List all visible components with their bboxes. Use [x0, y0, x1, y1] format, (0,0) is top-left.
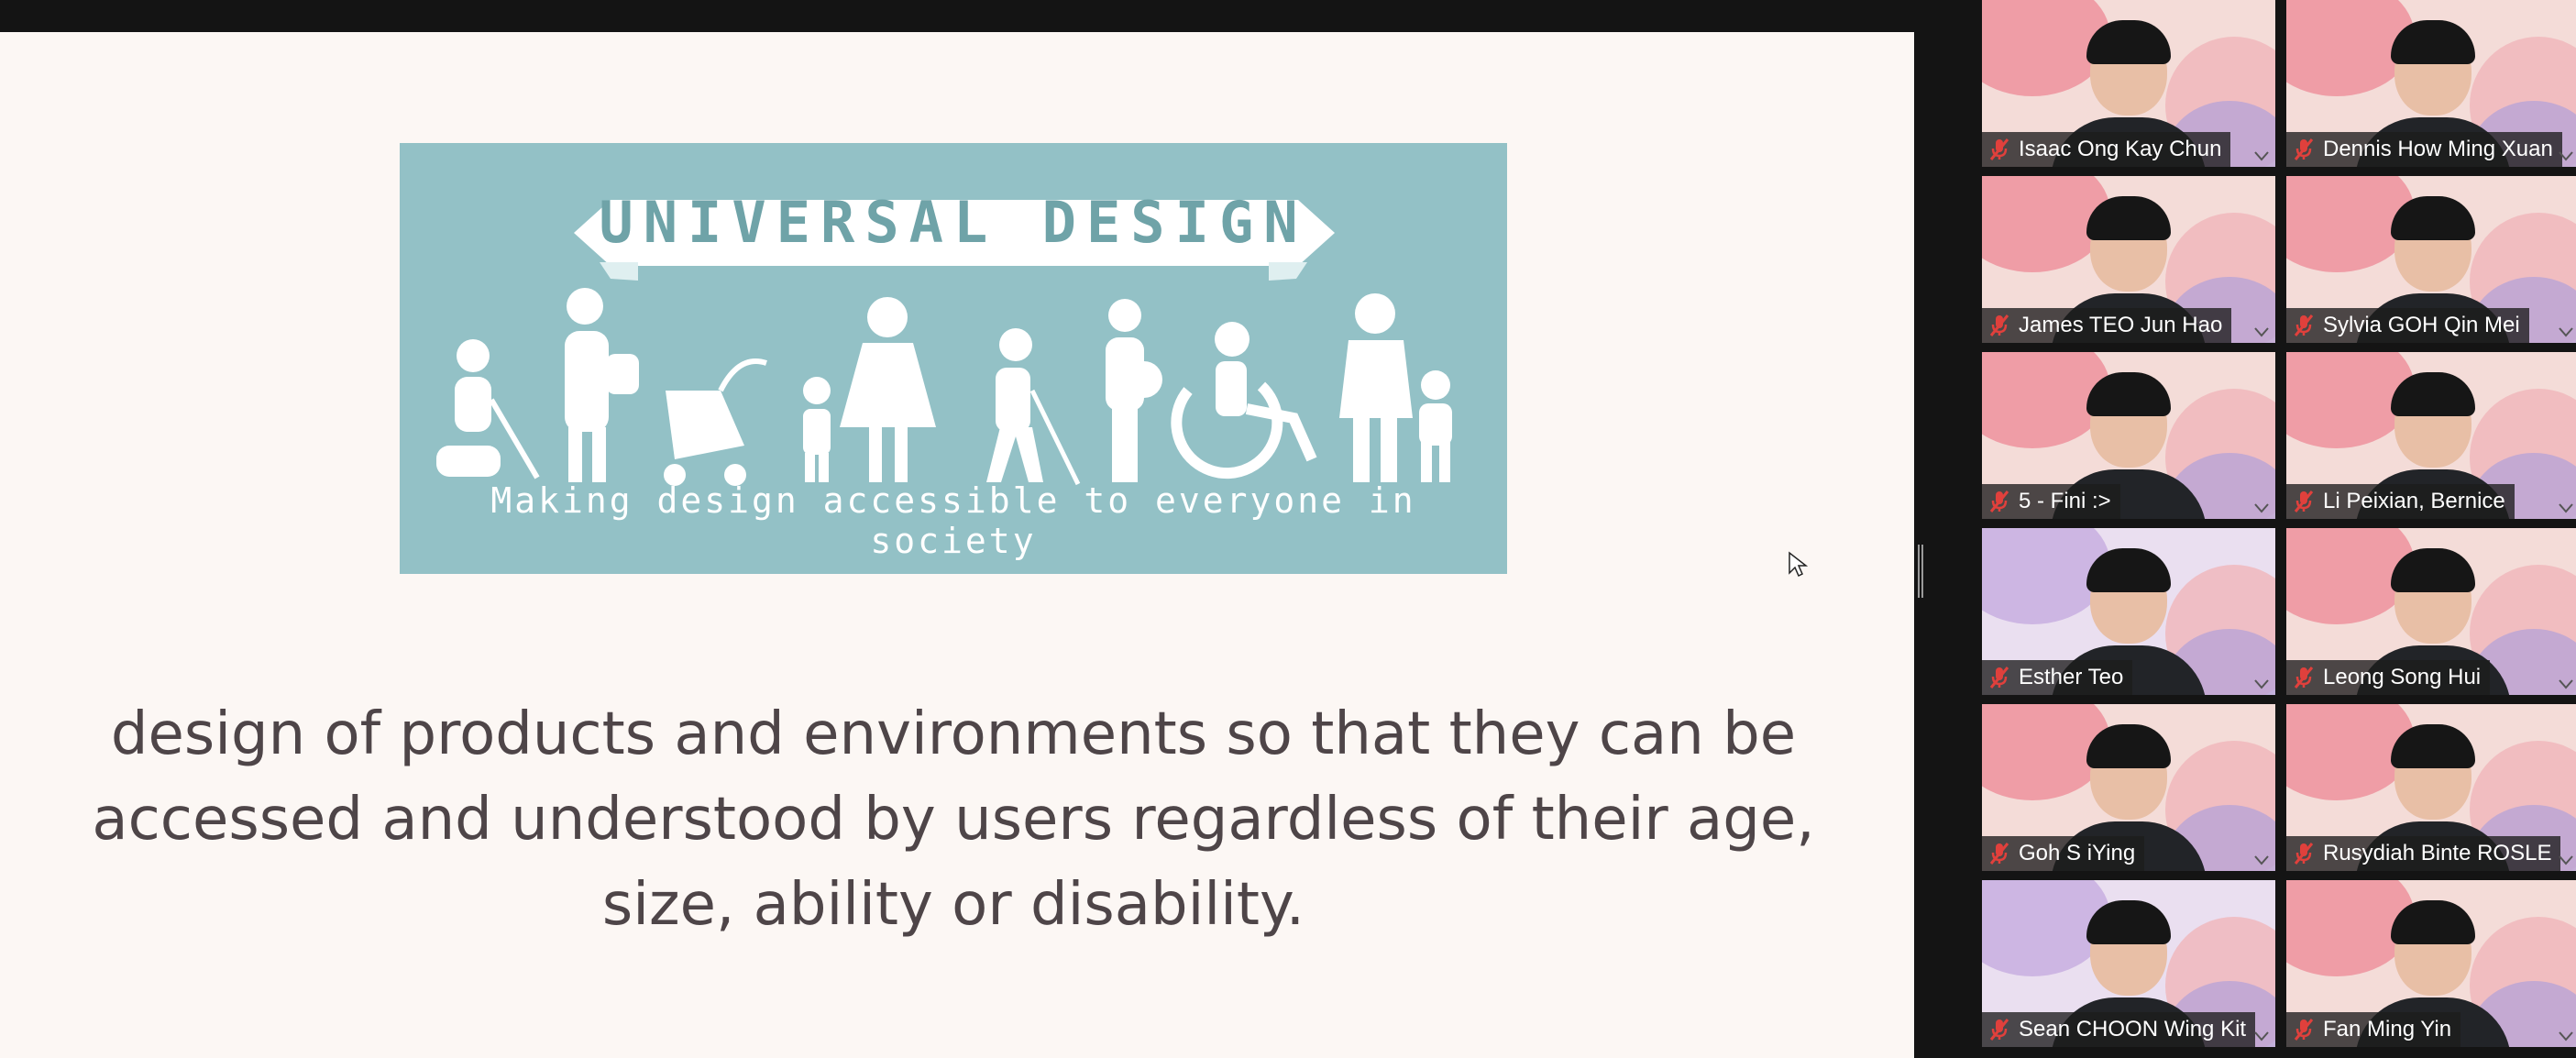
- participant-name-bar: Dennis How Ming Xuan: [2286, 132, 2562, 167]
- participant-name-bar: Sylvia GOH Qin Mei: [2286, 308, 2529, 343]
- reaction-menu-icon[interactable]: [2558, 150, 2574, 161]
- mic-muted-icon: [1989, 842, 2009, 865]
- participant-tile[interactable]: James TEO Jun Hao: [1982, 176, 2275, 343]
- participant-name: Fan Ming Yin: [2323, 1017, 2452, 1041]
- participant-name: Li Peixian, Bernice: [2323, 489, 2505, 513]
- banner-caption: Making design accessible to everyone in …: [490, 480, 1416, 561]
- participant-tile[interactable]: Sylvia GOH Qin Mei: [2286, 176, 2576, 343]
- reaction-menu-icon[interactable]: [2558, 326, 2574, 337]
- participant-video-hair: [2391, 548, 2475, 592]
- participant-tile[interactable]: Fan Ming Yin: [2286, 880, 2576, 1047]
- participant-video-hair: [2086, 20, 2171, 64]
- reaction-menu-icon[interactable]: [2558, 854, 2574, 865]
- participant-name-bar: Goh S iYing: [1982, 836, 2145, 871]
- participant-video-hair: [2086, 900, 2171, 944]
- participant-name: Sean CHOON Wing Kit: [2019, 1017, 2247, 1041]
- mic-muted-icon: [2294, 314, 2314, 337]
- participant-name: Leong Song Hui: [2323, 665, 2482, 689]
- participant-tile[interactable]: Rusydiah Binte ROSLE: [2286, 704, 2576, 871]
- participant-video-hair: [2391, 900, 2475, 944]
- participant-video-hair: [2086, 372, 2171, 416]
- reaction-menu-icon[interactable]: [2558, 502, 2574, 513]
- mic-muted-icon: [2294, 666, 2314, 689]
- participant-video-hair: [2391, 196, 2475, 240]
- participant-name: Isaac Ong Kay Chun: [2019, 137, 2222, 161]
- participant-tile[interactable]: Sean CHOON Wing Kit: [1982, 880, 2275, 1047]
- universal-design-illustration: [436, 200, 1452, 486]
- participant-name: Sylvia GOH Qin Mei: [2323, 313, 2520, 337]
- participant-video-hair: [2391, 724, 2475, 768]
- shared-screen: UNIVERSAL DESIGN Making design accessibl…: [0, 32, 1914, 1058]
- participant-name: James TEO Jun Hao: [2019, 313, 2223, 337]
- participant-tile[interactable]: Dennis How Ming Xuan: [2286, 0, 2576, 167]
- universal-design-banner: UNIVERSAL DESIGN Making design accessibl…: [400, 143, 1507, 574]
- mic-muted-icon: [1989, 490, 2009, 513]
- participant-name: Dennis How Ming Xuan: [2323, 137, 2553, 161]
- splitter-handle-icon[interactable]: [1918, 545, 1923, 598]
- reaction-menu-icon[interactable]: [2253, 854, 2270, 865]
- reaction-menu-icon[interactable]: [2253, 502, 2270, 513]
- reaction-menu-icon[interactable]: [2253, 678, 2270, 689]
- participant-tile[interactable]: Isaac Ong Kay Chun: [1982, 0, 2275, 167]
- participant-name: Goh S iYing: [2019, 841, 2136, 865]
- banner-title: UNIVERSAL DESIGN: [599, 189, 1308, 256]
- reaction-menu-icon[interactable]: [2253, 326, 2270, 337]
- participant-name-bar: Isaac Ong Kay Chun: [1982, 132, 2231, 167]
- reaction-menu-icon[interactable]: [2558, 678, 2574, 689]
- participant-name: Rusydiah Binte ROSLE: [2323, 841, 2552, 865]
- panel-splitter[interactable]: [1914, 0, 1980, 1058]
- participant-tile[interactable]: Li Peixian, Bernice: [2286, 352, 2576, 519]
- participant-name-bar: Leong Song Hui: [2286, 660, 2491, 695]
- mic-muted-icon: [1989, 666, 2009, 689]
- mic-muted-icon: [2294, 842, 2314, 865]
- participant-name-bar: Rusydiah Binte ROSLE: [2286, 836, 2561, 871]
- mic-muted-icon: [1989, 138, 2009, 161]
- participant-tile[interactable]: 5 - Fini :>: [1982, 352, 2275, 519]
- mic-muted-icon: [2294, 1018, 2314, 1041]
- reaction-menu-icon[interactable]: [2253, 1030, 2270, 1041]
- participant-video-hair: [2086, 196, 2171, 240]
- reaction-menu-icon[interactable]: [2253, 150, 2270, 161]
- mic-muted-icon: [2294, 490, 2314, 513]
- participant-video-hair: [2086, 724, 2171, 768]
- mic-muted-icon: [2294, 138, 2314, 161]
- participant-name: Esther Teo: [2019, 665, 2124, 689]
- participant-video-hair: [2086, 548, 2171, 592]
- participant-tile[interactable]: Leong Song Hui: [2286, 528, 2576, 695]
- participant-name-bar: Fan Ming Yin: [2286, 1012, 2461, 1047]
- reaction-menu-icon[interactable]: [2558, 1030, 2574, 1041]
- participant-name: 5 - Fini :>: [2019, 489, 2111, 513]
- participant-video-hair: [2391, 372, 2475, 416]
- participant-tile[interactable]: Goh S iYing: [1982, 704, 2275, 871]
- mic-muted-icon: [1989, 314, 2009, 337]
- participant-name-bar: 5 - Fini :>: [1982, 484, 2120, 519]
- cursor-arrow-icon: [1789, 551, 1808, 578]
- participant-name-bar: James TEO Jun Hao: [1982, 308, 2232, 343]
- participant-tile[interactable]: Esther Teo: [1982, 528, 2275, 695]
- mic-muted-icon: [1989, 1018, 2009, 1041]
- slide-body-text: design of products and environments so t…: [92, 700, 1815, 939]
- participant-name-bar: Esther Teo: [1982, 660, 2133, 695]
- participant-name-bar: Sean CHOON Wing Kit: [1982, 1012, 2256, 1047]
- participant-gallery: Isaac Ong Kay Chun Dennis How Ming Xuan Ja…: [1980, 0, 2576, 1058]
- participant-video-hair: [2391, 20, 2475, 64]
- participant-name-bar: Li Peixian, Bernice: [2286, 484, 2515, 519]
